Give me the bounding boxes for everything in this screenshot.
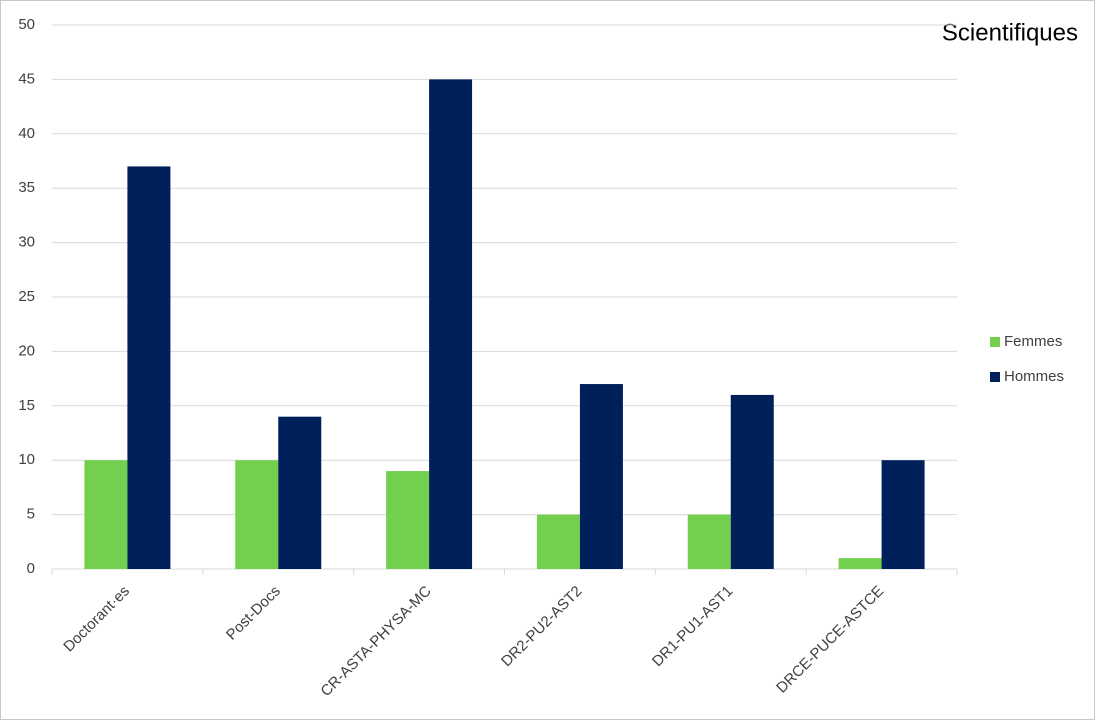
bar	[536, 514, 580, 569]
y-tick-label: 5	[27, 506, 35, 523]
y-tick-label: 40	[18, 125, 35, 142]
bar	[278, 416, 322, 569]
y-tick-label: 45	[18, 70, 35, 87]
y-tick-label: 15	[18, 397, 35, 414]
y-tick-label: 50	[18, 16, 35, 33]
bar	[579, 384, 623, 569]
bar	[84, 460, 128, 569]
bar	[838, 558, 882, 569]
y-tick-label: 0	[27, 560, 35, 577]
bar	[730, 394, 774, 569]
y-tick-label: 10	[18, 451, 35, 468]
y-tick-label: 30	[18, 234, 35, 251]
bar	[881, 460, 925, 569]
legend-swatch	[990, 337, 1000, 347]
bar	[386, 471, 430, 569]
legend-label: Hommes	[1004, 368, 1064, 385]
bar	[127, 166, 171, 569]
legend-label: Femmes	[1004, 333, 1062, 350]
chart-title: Scientifiques	[942, 19, 1078, 46]
bar	[687, 514, 731, 569]
bar	[235, 460, 279, 569]
legend-swatch	[990, 372, 1000, 382]
bar	[429, 79, 473, 570]
y-tick-label: 25	[18, 288, 35, 305]
y-tick-label: 20	[18, 342, 35, 359]
y-tick-label: 35	[18, 179, 35, 196]
